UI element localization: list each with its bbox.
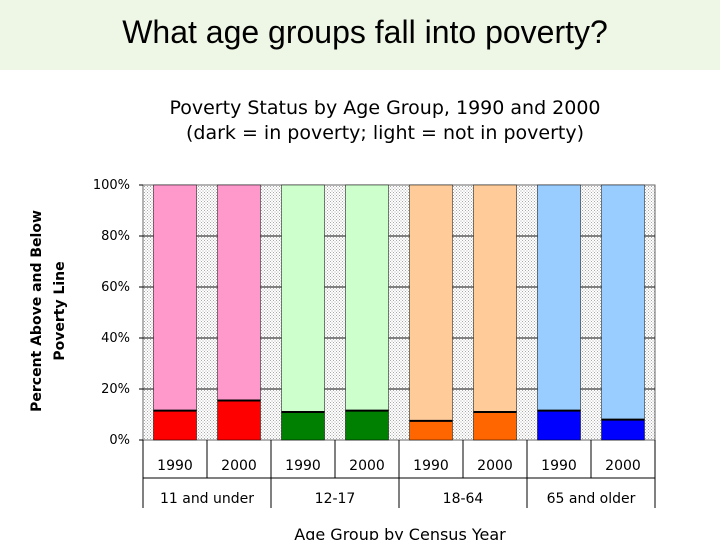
- year-label: 2000: [349, 458, 385, 474]
- bar-not-in-poverty: [473, 184, 517, 413]
- y-tick-label: 0%: [109, 433, 130, 448]
- slide-title: What age groups fall into poverty?: [122, 14, 608, 50]
- bar-not-in-poverty: [281, 184, 325, 413]
- y-tick-label: 100%: [93, 178, 130, 193]
- year-label: 2000: [605, 458, 641, 474]
- chart-subtitle: (dark = in poverty; light = not in pover…: [186, 122, 584, 144]
- bar-not-in-poverty: [601, 184, 645, 420]
- chart-title: Poverty Status by Age Group, 1990 and 20…: [169, 97, 600, 119]
- bar-not-in-poverty: [345, 184, 389, 411]
- group-label: 12-17: [315, 491, 356, 507]
- bar-in-poverty: [537, 410, 581, 441]
- x-axis-label: Age Group by Census Year: [294, 525, 506, 540]
- bar-in-poverty: [153, 410, 197, 441]
- year-label: 2000: [221, 458, 257, 474]
- bar-in-poverty: [345, 410, 389, 441]
- group-label: 18-64: [443, 491, 484, 507]
- bar-in-poverty: [473, 411, 517, 441]
- year-label: 1990: [413, 458, 449, 474]
- year-label: 1990: [285, 458, 321, 474]
- y-tick-label: 80%: [101, 229, 130, 244]
- bar-in-poverty: [217, 400, 261, 441]
- group-label: 65 and older: [547, 491, 636, 507]
- y-tick-label: 60%: [101, 280, 130, 295]
- y-axis-label-line-2: Poverty Line: [52, 261, 68, 360]
- group-label: 11 and under: [160, 491, 254, 507]
- bar-in-poverty: [281, 411, 325, 441]
- y-axis-label-line-1: Percent Above and Below: [29, 210, 45, 412]
- bar-not-in-poverty: [153, 184, 197, 411]
- bar-in-poverty: [409, 420, 453, 441]
- year-label: 1990: [541, 458, 577, 474]
- y-tick-label: 40%: [101, 331, 130, 346]
- bar-not-in-poverty: [409, 184, 453, 422]
- year-label: 2000: [477, 458, 513, 474]
- y-tick-label: 20%: [101, 382, 130, 397]
- bar-in-poverty: [601, 419, 645, 441]
- bar-not-in-poverty: [537, 184, 581, 411]
- bar-not-in-poverty: [217, 184, 261, 401]
- year-label: 1990: [157, 458, 193, 474]
- title-band: [0, 0, 720, 70]
